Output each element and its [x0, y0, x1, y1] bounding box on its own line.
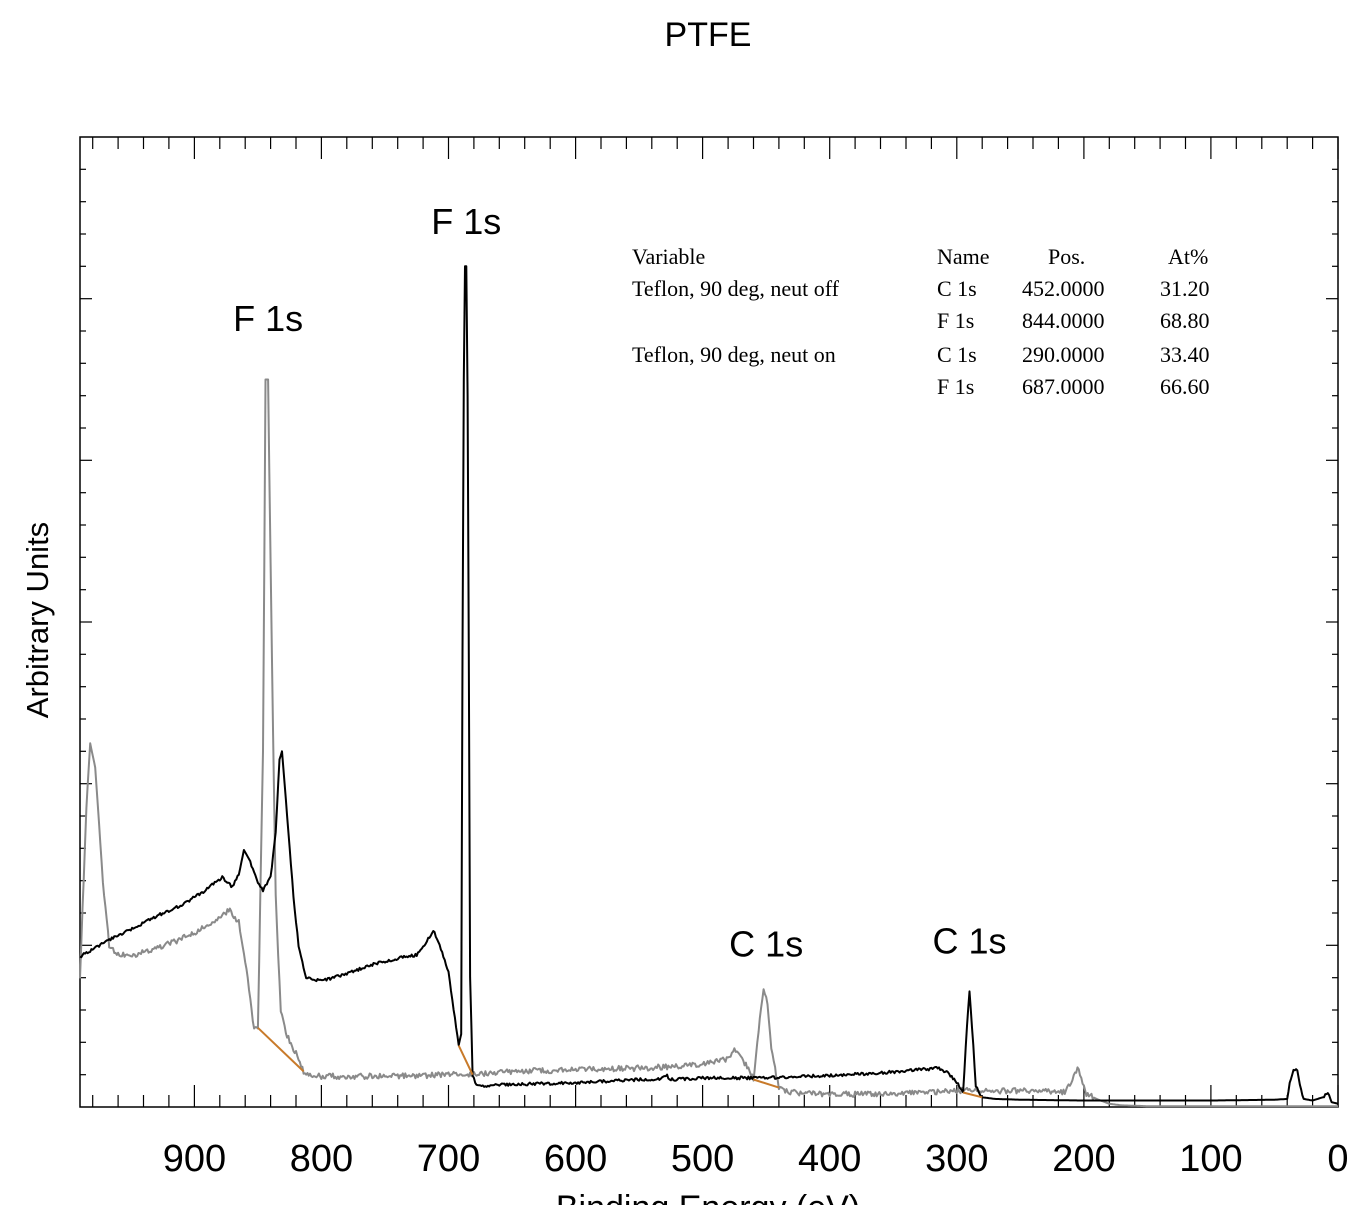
- legend-table: Variable Name Pos. At% Teflon, 90 deg, n…: [632, 244, 1210, 399]
- chart-title: PTFE: [665, 16, 752, 54]
- legend-pos: 844.0000: [1022, 308, 1105, 333]
- legend-atpct: 31.20: [1160, 276, 1210, 301]
- peak-label: C 1s: [932, 920, 1006, 961]
- x-tick-label: 300: [925, 1138, 988, 1180]
- x-tick-label: 0: [1327, 1138, 1348, 1180]
- background-fit-line: [962, 1091, 983, 1099]
- x-tick-label: 700: [417, 1138, 480, 1180]
- x-tick-label: 500: [671, 1138, 734, 1180]
- legend-name: C 1s: [937, 342, 977, 367]
- x-tick-label: 900: [163, 1138, 226, 1180]
- legend-pos: 290.0000: [1022, 342, 1105, 367]
- x-tick-label: 200: [1052, 1138, 1115, 1180]
- series-line-black: [79, 265, 1339, 1105]
- legend-header-name: Name: [937, 244, 990, 269]
- y-axis-label: Arbitrary Units: [20, 522, 55, 718]
- legend-pos: 687.0000: [1022, 374, 1105, 399]
- legend-header-atpct: At%: [1168, 244, 1208, 269]
- peak-label: F 1s: [233, 298, 303, 339]
- x-axis-label: Binding Energy (eV): [556, 1189, 860, 1205]
- peak-label: F 1s: [431, 201, 501, 242]
- legend-name: F 1s: [937, 374, 974, 399]
- peak-annotations: F 1s F 1s C 1s C 1s: [233, 201, 1006, 965]
- legend-name: C 1s: [937, 276, 977, 301]
- x-tick-labels: 900 800 700 600 500 400 300 200 100 0: [163, 1138, 1348, 1180]
- series-layer: [79, 265, 1339, 1108]
- legend-atpct: 68.80: [1160, 308, 1210, 333]
- x-tick-label: 400: [798, 1138, 861, 1180]
- x-tick-label: 800: [290, 1138, 353, 1180]
- legend-header-variable: Variable: [632, 244, 705, 269]
- legend-variable: Teflon, 90 deg, neut off: [632, 276, 840, 301]
- legend-header-pos: Pos.: [1048, 244, 1085, 269]
- x-tick-label: 100: [1179, 1138, 1242, 1180]
- axis-ticks: [80, 137, 1339, 1107]
- legend-pos: 452.0000: [1022, 276, 1105, 301]
- legend-name: F 1s: [937, 308, 974, 333]
- legend-atpct: 66.60: [1160, 374, 1210, 399]
- background-fit-line: [753, 1078, 780, 1089]
- x-tick-label: 600: [544, 1138, 607, 1180]
- peak-label: C 1s: [729, 924, 803, 965]
- background-fit-line: [257, 1027, 305, 1073]
- legend-variable: Teflon, 90 deg, neut on: [632, 342, 836, 367]
- series-line-gray: [79, 378, 1338, 1108]
- background-fit-line: [457, 1045, 474, 1076]
- legend-atpct: 33.40: [1160, 342, 1210, 367]
